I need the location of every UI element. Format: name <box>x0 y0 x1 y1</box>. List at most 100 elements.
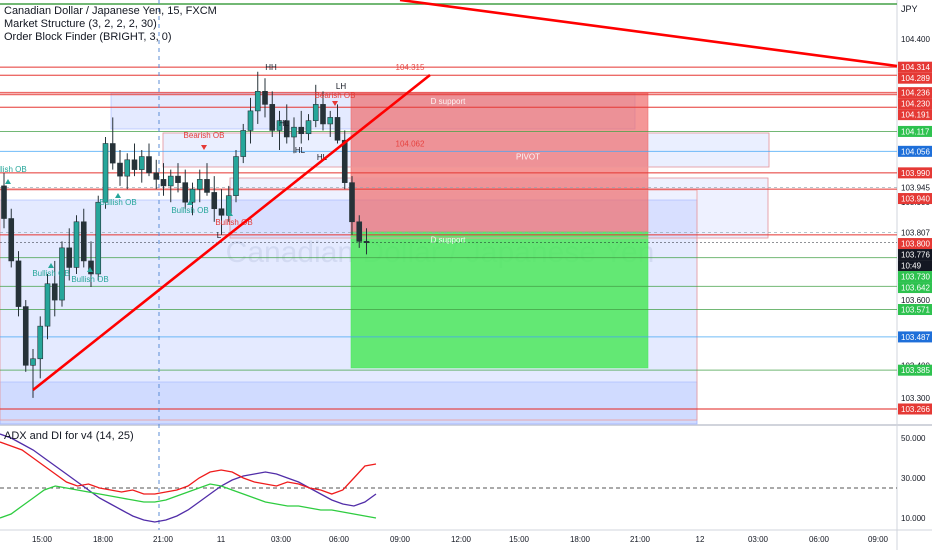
zones-layer <box>0 92 770 425</box>
time-tick-6: 09:00 <box>390 535 411 544</box>
annotation-label-1: LH <box>336 82 346 91</box>
ob-marker-0 <box>5 179 11 184</box>
price-tag-bg-9 <box>898 193 932 205</box>
indicator-pane[interactable] <box>0 426 897 530</box>
candle-body-43 <box>312 104 319 121</box>
ob-marker-4 <box>87 267 93 272</box>
ob-marker-5 <box>227 211 233 216</box>
price-tag-bg-15 <box>898 282 932 294</box>
price-tag-1: 104.289 <box>901 74 930 83</box>
annotation-label-10: Bullish OB <box>32 269 69 278</box>
candle-body-30 <box>218 208 225 216</box>
indicator-legend-market-structure[interactable]: Market Structure (3, 2, 2, 2, 30) <box>4 18 157 30</box>
candle-body-7 <box>51 283 58 301</box>
price-axis[interactable]: 104.400103.900103.600103.400103.300104.3… <box>898 35 932 415</box>
candle-body-15 <box>109 143 116 164</box>
candle-body-17 <box>124 159 131 177</box>
indicator-tick-1: 30.000 <box>901 474 926 483</box>
indicator-tick-0: 50.000 <box>901 434 926 443</box>
candles-layer <box>1 71 370 398</box>
symbol-legend[interactable]: Canadian Dollar / Japanese Yen, 15, FXCM <box>4 5 217 17</box>
price-tick-4: 103.300 <box>901 394 930 403</box>
currency-label: JPY <box>901 4 918 14</box>
time-tick-5: 06:00 <box>329 535 350 544</box>
candle-body-39 <box>283 120 290 138</box>
ob-marker-2 <box>48 263 54 268</box>
price-tag-bg-11 <box>898 238 932 250</box>
ob-marker-7 <box>332 101 338 106</box>
annotation-label-6: Bearish OB <box>315 91 356 100</box>
price-tag-bg-14 <box>898 271 932 283</box>
time-tick-8: 15:00 <box>509 535 530 544</box>
price-tag-2: 104.236 <box>901 89 930 98</box>
candle-body-50 <box>363 241 370 243</box>
candle-body-9 <box>66 247 73 268</box>
price-tag-bg-19 <box>898 403 932 415</box>
annotation-label-3: HL <box>317 153 328 162</box>
candle-body-11 <box>80 221 87 262</box>
price-tag-bg-17 <box>898 331 932 343</box>
candle-body-44 <box>320 104 326 125</box>
candle-body-14 <box>102 143 109 203</box>
annotation-label-4: HL <box>279 119 290 128</box>
price-tag-bg-0 <box>898 61 932 73</box>
candle-body-28 <box>204 179 210 193</box>
price-tag-bg-1 <box>898 72 932 84</box>
candle-body-48 <box>349 182 355 223</box>
annotation-label-0: HH <box>265 63 277 72</box>
candle-body-23 <box>167 175 174 187</box>
indicator-legend-adx[interactable]: ADX and DI for v4 (14, 25) <box>4 430 134 442</box>
adx-layer <box>0 433 897 523</box>
candle-body-26 <box>189 188 196 203</box>
price-tag-bg-16 <box>898 304 932 316</box>
ob-marker-6 <box>201 145 207 150</box>
time-tick-12: 03:00 <box>748 535 769 544</box>
price-tag-8: 103.945 <box>901 184 930 193</box>
zone-label-3: 104.062 <box>396 140 425 149</box>
time-tick-14: 09:00 <box>868 535 889 544</box>
annotation-label-5: L <box>217 231 222 240</box>
price-tag-bg-12 <box>898 249 932 261</box>
candle-body-22 <box>160 179 167 187</box>
green-zone-target <box>350 231 649 369</box>
price-tag-17: 103.487 <box>901 333 930 342</box>
annotations-layer: D support PIVOT D support 104.062 104.315 HH L… <box>0 63 540 284</box>
candle-body-29 <box>211 192 218 210</box>
series-line-adx <box>0 433 377 523</box>
series-line-di- <box>0 441 377 495</box>
trend-lines-layer <box>32 0 898 392</box>
time-axis[interactable]: 15:00 18:00 21:00 11 03:00 06:00 09:00 12:00 15:… <box>32 535 889 544</box>
price-tag-9: 103.940 <box>901 195 930 204</box>
candle-body-37 <box>269 104 276 131</box>
zone-label-2: D support <box>431 236 466 245</box>
indicator-legend-order-block[interactable]: Order Block Finder (BRIGHT, 3, 0) <box>4 31 172 43</box>
annotation-label-7: Bearish OB <box>184 131 225 140</box>
candle-body-46 <box>334 117 341 141</box>
candle-body-36 <box>262 91 268 105</box>
time-tick-10: 21:00 <box>630 535 651 544</box>
price-tag-bg-10 <box>898 227 932 239</box>
price-tag-18: 103.385 <box>901 366 930 375</box>
candle-body-24 <box>175 175 181 183</box>
red-outline-zone-left <box>0 189 698 421</box>
zone-label-1: PIVOT <box>516 153 540 162</box>
ob-marker-3 <box>187 200 193 205</box>
candle-body-42 <box>305 120 312 135</box>
candle-body-8 <box>59 247 65 301</box>
price-tag-bg-8 <box>898 182 932 194</box>
price-tick-0: 104.400 <box>901 35 930 44</box>
zone-label-4: 104.315 <box>396 63 425 72</box>
ob-marker-1 <box>115 193 121 198</box>
price-tag-bg-4 <box>898 109 932 121</box>
price-tag-bg-6 <box>898 145 932 157</box>
annotation-label-12: Bullish OB <box>71 275 108 284</box>
candle-body-2 <box>15 260 22 307</box>
time-tick-0: 15:00 <box>32 535 53 544</box>
candle-body-19 <box>138 156 145 170</box>
indicator-axis[interactable]: 50.000 30.000 10.000 <box>901 434 926 523</box>
price-tag-bg-3 <box>898 98 932 110</box>
price-tag-10: 103.807 <box>901 229 930 238</box>
candle-body-45 <box>327 117 334 125</box>
